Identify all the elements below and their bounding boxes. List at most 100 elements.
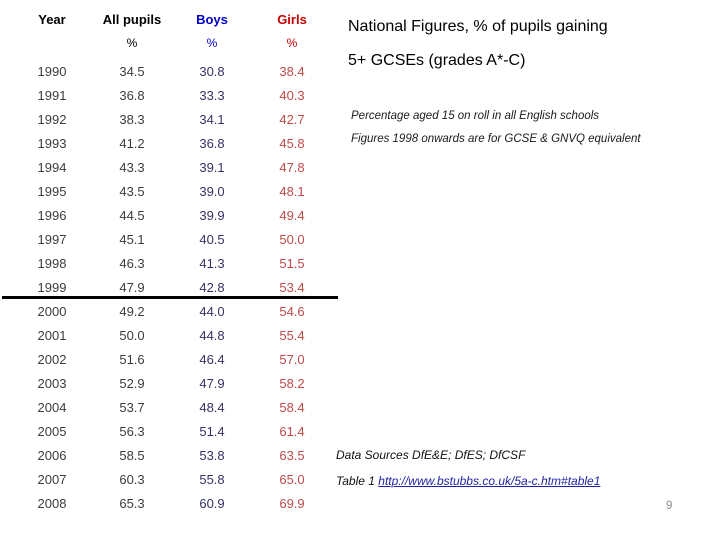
cell-girls: 50.0: [279, 232, 305, 247]
table-row: 2004 53.7 48.4 58.4: [12, 396, 332, 420]
table-ref-link[interactable]: http://www.bstubbs.co.uk/5a-c.htm#table1: [378, 474, 601, 488]
cell-boys: 51.4: [199, 424, 225, 439]
cell-girls: 48.1: [279, 184, 305, 199]
table-row: 2005 56.3 51.4 61.4: [12, 420, 332, 444]
table-reference: Table 1 http://www.bstubbs.co.uk/5a-c.ht…: [336, 474, 600, 488]
table-row: 2003 52.9 47.9 58.2: [12, 372, 332, 396]
cell-boys: 44.0: [199, 304, 225, 319]
table-row: 2001 50.0 44.8 55.4: [12, 324, 332, 348]
cell-year: 1994: [37, 160, 67, 175]
unit-boys: %: [206, 36, 218, 50]
cell-boys: 36.8: [199, 136, 225, 151]
cell-all: 41.2: [119, 136, 145, 151]
cell-girls: 65.0: [279, 472, 305, 487]
table-header-row: Year All pupils Boys Girls: [12, 12, 332, 27]
cell-year: 2004: [37, 400, 67, 415]
cell-boys: 48.4: [199, 400, 225, 415]
cell-girls: 47.8: [279, 160, 305, 175]
table-units-row: % % %: [12, 36, 332, 50]
cell-boys: 33.3: [199, 88, 225, 103]
cell-year: 1995: [37, 184, 67, 199]
cell-year: 1999: [37, 280, 67, 295]
cell-boys: 34.1: [199, 112, 225, 127]
cell-girls: 42.7: [279, 112, 305, 127]
table-row: 1993 41.2 36.8 45.8: [12, 132, 332, 156]
table-row: 1998 46.3 41.3 51.5: [12, 252, 332, 276]
cell-all: 51.6: [119, 352, 145, 367]
cell-girls: 57.0: [279, 352, 305, 367]
cell-all: 56.3: [119, 424, 145, 439]
notes: Percentage aged 15 on roll in all Englis…: [351, 105, 711, 150]
cell-girls: 63.5: [279, 448, 305, 463]
cell-year: 1998: [37, 256, 67, 271]
header-all-pupils: All pupils: [102, 12, 162, 27]
cell-boys: 39.1: [199, 160, 225, 175]
cell-boys: 44.8: [199, 328, 225, 343]
cell-boys: 42.8: [199, 280, 225, 295]
cell-all: 36.8: [119, 88, 145, 103]
cell-all: 52.9: [119, 376, 145, 391]
cell-year: 1993: [37, 136, 67, 151]
cell-boys: 39.0: [199, 184, 225, 199]
cell-all: 60.3: [119, 472, 145, 487]
cell-girls: 38.4: [279, 64, 305, 79]
table-row: 1991 36.8 33.3 40.3: [12, 84, 332, 108]
cell-girls: 58.4: [279, 400, 305, 415]
cell-boys: 30.8: [199, 64, 225, 79]
table-row: 1996 44.5 39.9 49.4: [12, 204, 332, 228]
cell-year: 2003: [37, 376, 67, 391]
table-row: 2007 60.3 55.8 65.0: [12, 468, 332, 492]
cell-girls: 54.6: [279, 304, 305, 319]
table-row: 1999 47.9 42.8 53.4: [12, 276, 332, 300]
table-row: 2006 58.5 53.8 63.5: [12, 444, 332, 468]
cell-girls: 40.3: [279, 88, 305, 103]
header-boys: Boys: [196, 12, 228, 27]
cell-all: 49.2: [119, 304, 145, 319]
cell-all: 43.3: [119, 160, 145, 175]
table-ref-label: Table 1: [336, 474, 379, 488]
cell-girls: 61.4: [279, 424, 305, 439]
unit-all-pupils: %: [126, 36, 138, 50]
page-title-line2: 5+ GCSEs (grades A*-C): [348, 52, 526, 69]
cell-year: 2007: [37, 472, 67, 487]
cell-year: 2006: [37, 448, 67, 463]
cell-year: 2001: [37, 328, 67, 343]
cell-year: 1990: [37, 64, 67, 79]
cell-all: 65.3: [119, 496, 145, 511]
cell-all: 45.1: [119, 232, 145, 247]
cell-girls: 69.9: [279, 496, 305, 511]
cell-all: 46.3: [119, 256, 145, 271]
table-rows: 1990 34.5 30.8 38.4 1991 36.8 33.3 40.3 1992 38.3…: [12, 60, 332, 516]
cell-year: 2000: [37, 304, 67, 319]
table-row: 1994 43.3 39.1 47.8: [12, 156, 332, 180]
cell-all: 38.3: [119, 112, 145, 127]
cell-year: 1992: [37, 112, 67, 127]
cell-girls: 45.8: [279, 136, 305, 151]
table-row: 1997 45.1 40.5 50.0: [12, 228, 332, 252]
cell-all: 53.7: [119, 400, 145, 415]
cell-girls: 53.4: [279, 280, 305, 295]
table-divider-line: [2, 296, 338, 299]
cell-year: 1991: [37, 88, 67, 103]
table-row: 1990 34.5 30.8 38.4: [12, 60, 332, 84]
cell-girls: 55.4: [279, 328, 305, 343]
data-sources-text: Data Sources DfE&E; DfES; DfCSF: [336, 448, 526, 462]
table-row: 2002 51.6 46.4 57.0: [12, 348, 332, 372]
cell-all: 50.0: [119, 328, 145, 343]
page-number: 9: [666, 500, 673, 512]
table-row: 2008 65.3 60.9 69.9: [12, 492, 332, 516]
table-row: 1995 43.5 39.0 48.1: [12, 180, 332, 204]
cell-year: 2005: [37, 424, 67, 439]
cell-girls: 58.2: [279, 376, 305, 391]
cell-boys: 40.5: [199, 232, 225, 247]
cell-year: 2002: [37, 352, 67, 367]
cell-year: 2008: [37, 496, 67, 511]
cell-girls: 49.4: [279, 208, 305, 223]
cell-year: 1996: [37, 208, 67, 223]
cell-year: 1997: [37, 232, 67, 247]
cell-all: 43.5: [119, 184, 145, 199]
cell-boys: 53.8: [199, 448, 225, 463]
note-figures-1998: Figures 1998 onwards are for GCSE & GNVQ…: [351, 132, 641, 145]
unit-girls: %: [286, 36, 298, 50]
